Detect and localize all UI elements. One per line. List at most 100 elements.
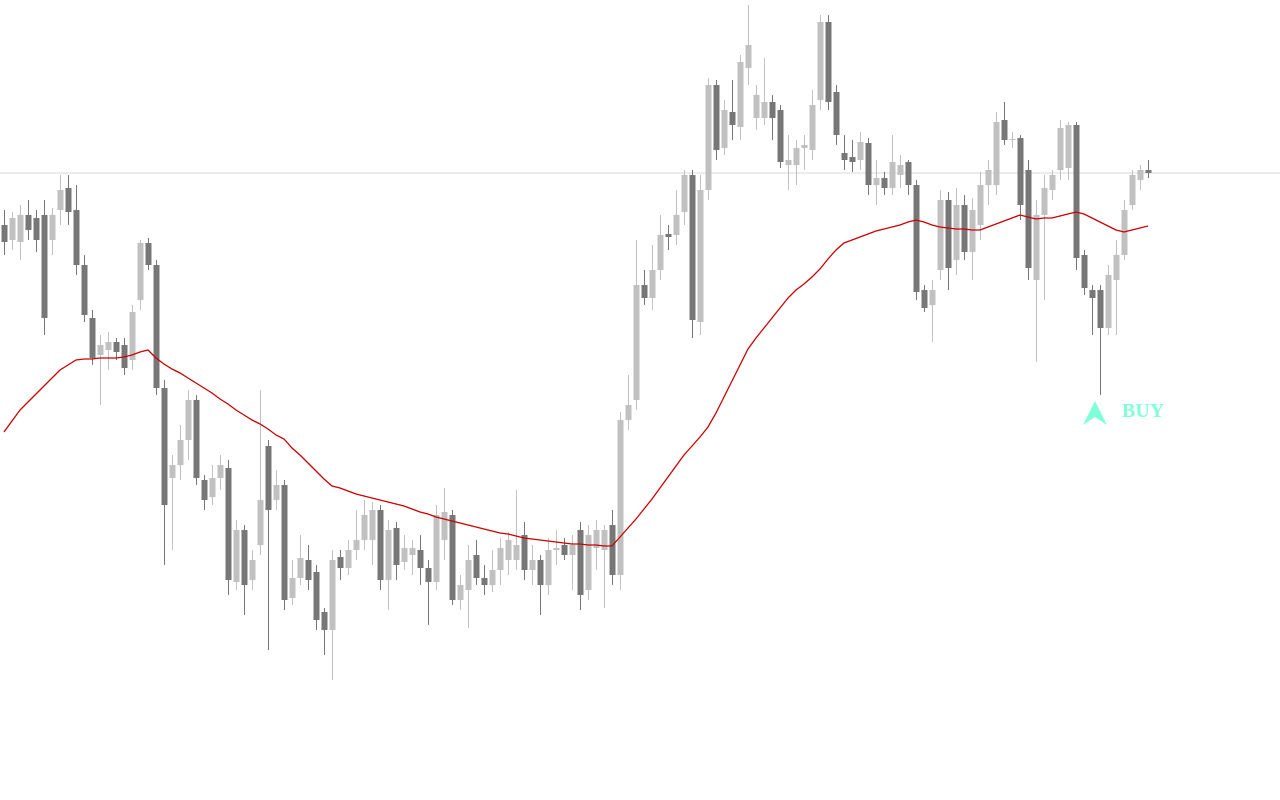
candle-body bbox=[153, 265, 160, 388]
candle-body bbox=[1129, 175, 1136, 205]
candle-body bbox=[49, 215, 56, 240]
candle-body bbox=[825, 22, 832, 102]
candle-body bbox=[889, 162, 896, 188]
candle-body bbox=[209, 478, 216, 497]
candle-body bbox=[113, 342, 120, 352]
moving-average-line bbox=[3, 211, 1149, 547]
candle-body bbox=[65, 188, 72, 212]
candle-body bbox=[505, 540, 512, 560]
candle-body bbox=[481, 578, 488, 585]
candle-body bbox=[217, 465, 224, 478]
candle-body bbox=[649, 270, 656, 298]
candle-body bbox=[33, 218, 40, 240]
candle-body bbox=[657, 235, 664, 270]
candle-body bbox=[753, 95, 760, 118]
candle-body bbox=[521, 535, 528, 570]
candle-body bbox=[433, 515, 440, 582]
candle-body bbox=[345, 550, 352, 568]
candle-body bbox=[537, 560, 544, 585]
candle-body bbox=[569, 545, 576, 555]
candle-body bbox=[233, 530, 240, 582]
candle-body bbox=[337, 557, 344, 568]
candle-body bbox=[441, 512, 448, 540]
candle-body bbox=[809, 105, 816, 150]
candle-body bbox=[921, 290, 928, 308]
candle-body bbox=[977, 185, 984, 225]
candle-body bbox=[729, 112, 736, 125]
candle-body bbox=[1017, 138, 1024, 205]
candle-body bbox=[553, 548, 560, 550]
candle-body bbox=[681, 175, 688, 212]
candle-body bbox=[545, 550, 552, 585]
candle-body bbox=[169, 465, 176, 478]
candle-body bbox=[353, 540, 360, 550]
candle-body bbox=[1105, 275, 1112, 328]
candle-body bbox=[705, 85, 712, 190]
candle-body bbox=[609, 525, 616, 575]
candle-body bbox=[529, 560, 536, 570]
candle-body bbox=[913, 185, 920, 292]
candle-body bbox=[737, 62, 744, 127]
candle-body bbox=[665, 234, 672, 237]
candle-body bbox=[89, 318, 96, 358]
candle-body bbox=[881, 178, 888, 188]
candle-body bbox=[985, 170, 992, 185]
candle-body bbox=[785, 160, 792, 165]
candle-body bbox=[361, 515, 368, 540]
candle-body bbox=[369, 510, 376, 540]
candle-body bbox=[329, 560, 336, 630]
candle-body bbox=[897, 165, 904, 175]
candle-body bbox=[265, 446, 272, 510]
candle-body bbox=[321, 612, 328, 630]
candle-body bbox=[937, 200, 944, 270]
candle-body bbox=[777, 110, 784, 162]
candle-body bbox=[873, 178, 880, 185]
candle-body bbox=[745, 45, 752, 68]
candle-body bbox=[585, 535, 592, 590]
candle-body bbox=[929, 290, 936, 305]
candle-body bbox=[9, 218, 16, 240]
candle-body bbox=[801, 145, 808, 148]
candle-body bbox=[25, 215, 32, 230]
candle-body bbox=[497, 548, 504, 570]
candle-body bbox=[313, 572, 320, 620]
candle-body bbox=[161, 388, 168, 505]
candle-body bbox=[1025, 170, 1032, 268]
candle-body bbox=[761, 102, 768, 118]
candle-body bbox=[465, 560, 472, 590]
candle-body bbox=[385, 530, 392, 580]
candle-body bbox=[817, 22, 824, 100]
candle-body bbox=[305, 560, 312, 580]
candle-body bbox=[225, 468, 232, 580]
candle-body bbox=[969, 210, 976, 252]
candle-body bbox=[1001, 120, 1008, 140]
candle-body bbox=[457, 585, 464, 600]
candle-body bbox=[297, 558, 304, 578]
candle-body bbox=[377, 510, 384, 580]
candle-body bbox=[513, 545, 520, 560]
candle-body bbox=[393, 528, 400, 565]
candle-body bbox=[449, 515, 456, 600]
candle-body bbox=[273, 485, 280, 500]
candle-body bbox=[953, 205, 960, 260]
candle-body bbox=[593, 530, 600, 548]
candle-body bbox=[249, 560, 256, 580]
candle-body bbox=[713, 85, 720, 150]
candle-body bbox=[409, 548, 416, 555]
candle-body bbox=[841, 153, 848, 160]
candle-body bbox=[721, 110, 728, 148]
candle-body bbox=[81, 265, 88, 315]
candle-body bbox=[57, 190, 64, 210]
candle-body bbox=[1033, 215, 1040, 280]
candle-body bbox=[905, 162, 912, 185]
candle-body bbox=[689, 175, 696, 320]
candle-body bbox=[241, 530, 248, 585]
candle-body bbox=[857, 142, 864, 160]
candle-body bbox=[137, 243, 144, 300]
candle-body bbox=[145, 243, 152, 265]
candle-body bbox=[577, 530, 584, 595]
candle-body bbox=[425, 568, 432, 582]
candle-body bbox=[1049, 175, 1056, 190]
